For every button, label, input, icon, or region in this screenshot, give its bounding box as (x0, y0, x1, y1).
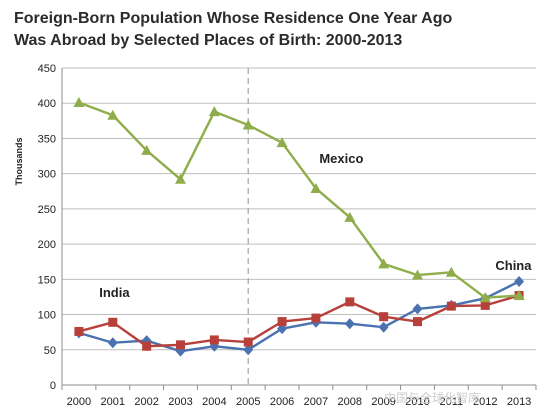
watermark-text: 中国与全球化智库 (384, 390, 480, 405)
mexico-point-2008 (344, 211, 356, 222)
mexico-point-2013 (513, 290, 525, 301)
mexico-point-2006 (276, 137, 288, 148)
y-tick-label-50: 50 (44, 345, 56, 357)
china-point-2010 (412, 303, 423, 315)
mexico-series-label: Mexico (319, 151, 363, 166)
y-tick-label-0: 0 (50, 380, 56, 392)
x-tick-label-2009: 2009 (371, 396, 395, 408)
y-tick-label-250: 250 (38, 204, 56, 216)
india-point-2007 (311, 313, 321, 323)
mexico-point-2001 (107, 109, 119, 120)
x-tick-label-2010: 2010 (405, 396, 429, 408)
china-point-2013 (514, 275, 525, 287)
india-point-2001 (108, 317, 118, 327)
china-series-line (78, 280, 520, 353)
x-tick-label-2007: 2007 (304, 396, 328, 408)
mexico-point-2009 (378, 258, 390, 269)
x-tick-label-2003: 2003 (168, 396, 192, 408)
chart-title-line-2: Was Abroad by Selected Places of Birth: … (14, 32, 403, 49)
chart-title: Foreign-Born Population Whose Residence … (14, 8, 534, 52)
india-point-2000 (74, 326, 84, 336)
y-tick-label-100: 100 (38, 310, 56, 322)
x-tick-label-2011: 2011 (440, 396, 464, 408)
x-tick-label-2008: 2008 (338, 396, 362, 408)
mexico-point-2011 (445, 266, 457, 277)
india-series-line (78, 294, 520, 348)
y-tick-label-450: 450 (38, 63, 56, 75)
y-tick-label-350: 350 (38, 133, 56, 145)
india-point-2011 (446, 301, 456, 311)
india-point-2008 (345, 297, 355, 307)
y-tick-label-200: 200 (38, 239, 56, 251)
china-point-2001 (107, 337, 118, 349)
mexico-point-2012 (479, 292, 491, 303)
mexico-point-2007 (310, 182, 322, 193)
india-point-2012 (480, 300, 490, 310)
x-tick-label-2005: 2005 (236, 396, 260, 408)
y-tick-label-150: 150 (38, 274, 56, 286)
x-tick-label-2001: 2001 (101, 396, 125, 408)
mexico-series-line (78, 101, 520, 299)
x-tick-label-2004: 2004 (202, 396, 226, 408)
mexico-point-2005 (242, 119, 254, 130)
mexico-point-2004 (208, 106, 220, 117)
india-series-label: India (99, 285, 130, 300)
y-axis-label: Thousands (14, 137, 24, 185)
india-point-2006 (277, 317, 287, 327)
mexico-point-2010 (412, 269, 423, 280)
india-point-2004 (209, 335, 219, 345)
india-point-2003 (176, 340, 185, 350)
india-point-2010 (413, 317, 422, 327)
y-tick-label-400: 400 (38, 98, 56, 110)
china-series-label: China (495, 258, 532, 273)
mexico-point-2000 (73, 97, 85, 108)
mexico-point-2003 (175, 173, 186, 184)
x-tick-label-2012: 2012 (473, 396, 497, 408)
x-tick-label-2000: 2000 (67, 396, 91, 408)
x-tick-label-2013: 2013 (507, 396, 531, 408)
india-point-2005 (243, 337, 253, 347)
x-tick-label-2002: 2002 (134, 396, 158, 408)
mexico-point-2002 (141, 144, 153, 155)
india-point-2002 (142, 341, 152, 351)
china-point-2005 (243, 344, 254, 356)
y-tick-label-300: 300 (38, 169, 56, 181)
x-tick-label-2006: 2006 (270, 396, 294, 408)
china-point-2009 (378, 321, 389, 333)
india-point-2009 (379, 312, 389, 322)
chart-title-line-1: Foreign-Born Population Whose Residence … (14, 10, 453, 27)
china-point-2008 (344, 318, 355, 330)
